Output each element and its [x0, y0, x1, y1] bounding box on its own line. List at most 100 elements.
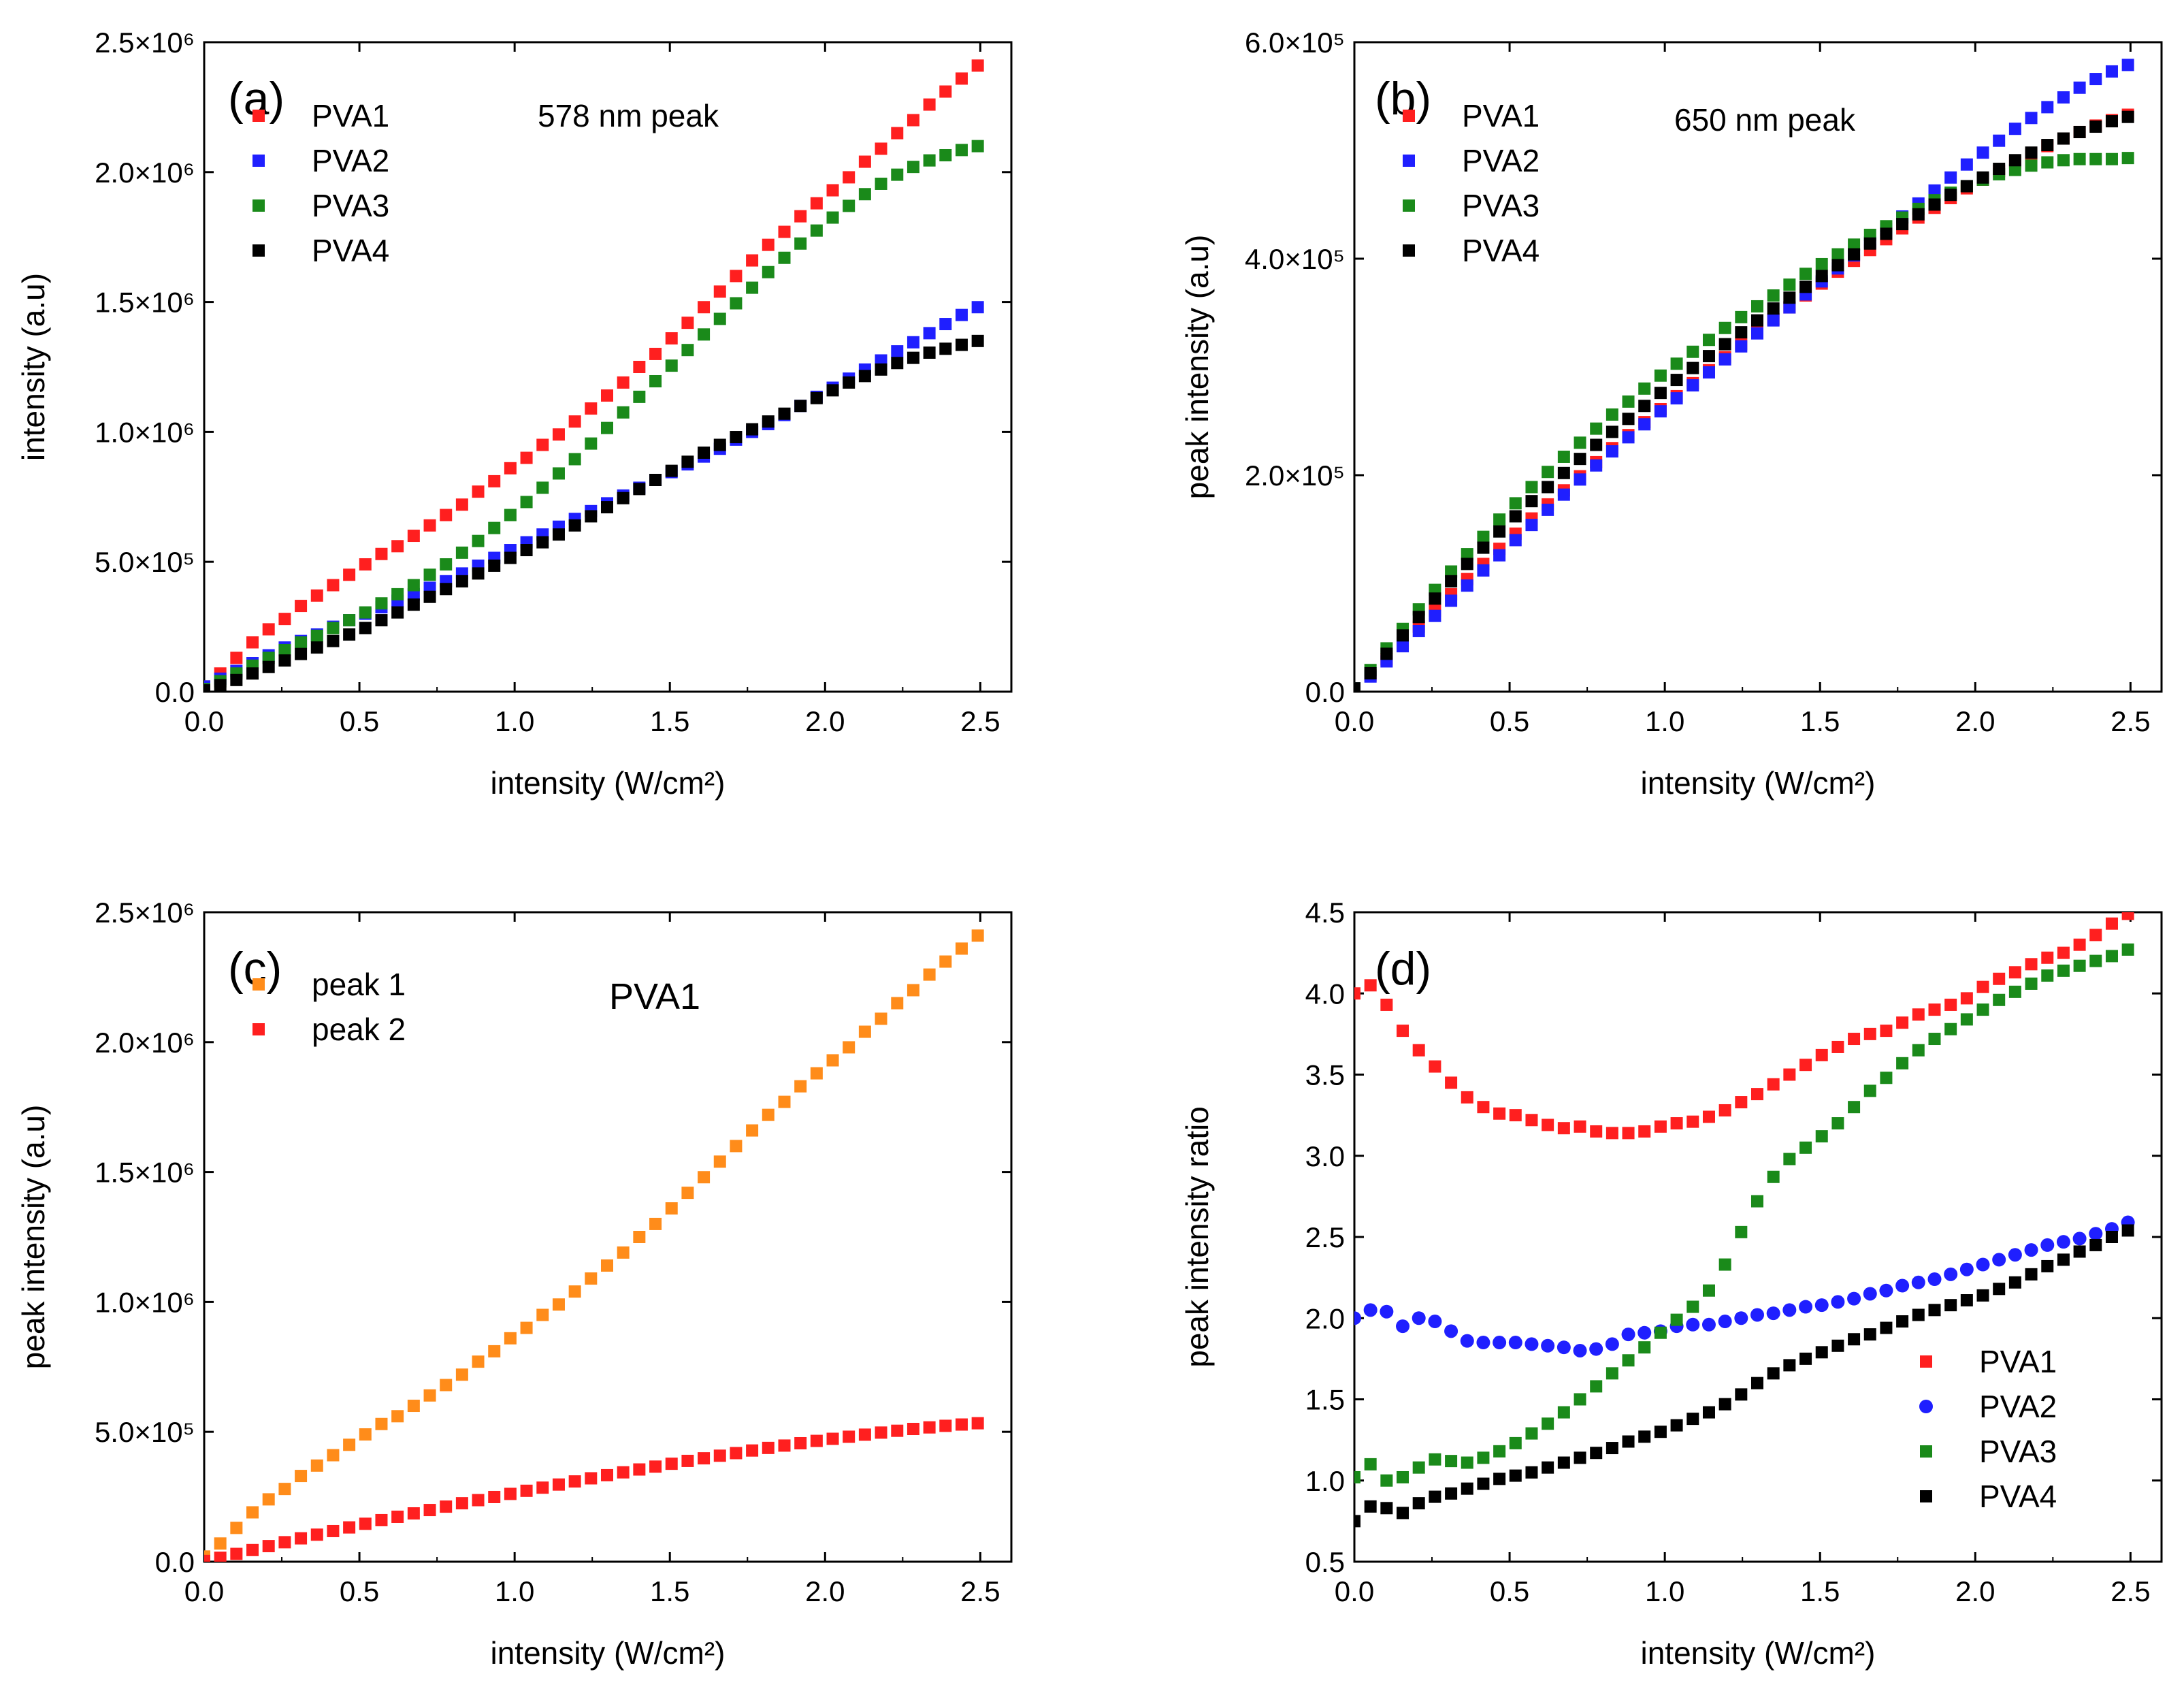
point-pva4: [375, 614, 388, 627]
point-pva1: [262, 623, 275, 636]
point-pva3: [1525, 481, 1538, 494]
point-pva3: [1638, 382, 1651, 395]
point-pva4: [1960, 180, 1973, 193]
point-pva4: [891, 357, 904, 370]
point-peak-1: [552, 1298, 565, 1311]
point-pva2: [1718, 1315, 1732, 1329]
y-tick-label: 1.0×10⁶: [95, 416, 195, 448]
point-pva3: [1477, 530, 1490, 543]
point-pva2: [1944, 171, 1957, 184]
x-tick-label: 0.5: [340, 1575, 379, 1607]
point-pva2: [1428, 1315, 1442, 1329]
point-peak-1: [713, 1155, 726, 1168]
point-pva3: [1622, 395, 1635, 408]
point-peak-2: [423, 1504, 436, 1517]
point-pva1: [1574, 1120, 1586, 1133]
point-peak-2: [568, 1475, 581, 1488]
point-peak-2: [488, 1490, 501, 1503]
point-pva1: [923, 98, 936, 111]
point-peak-2: [923, 1421, 936, 1434]
point-pva4: [440, 583, 453, 596]
point-pva3: [891, 168, 904, 181]
point-peak-1: [698, 1171, 711, 1184]
legend-marker: [252, 110, 265, 122]
point-pva3: [568, 453, 581, 466]
point-pva4: [1590, 438, 1603, 451]
point-pva3: [923, 154, 936, 167]
point-peak-1: [810, 1067, 823, 1080]
point-pva1: [2057, 946, 2070, 959]
x-tick-label: 2.0: [1955, 1575, 1995, 1607]
point-pva4: [2089, 1238, 2102, 1251]
point-pva4: [1735, 1388, 1748, 1401]
panel-annotation: 650 nm peak: [1674, 102, 1856, 138]
point-peak-2: [600, 1468, 613, 1481]
point-pva3: [1863, 1084, 1876, 1097]
point-pva1: [1960, 992, 1973, 1005]
point-peak-1: [375, 1417, 388, 1430]
point-pva4: [1542, 481, 1554, 494]
point-pva4: [1702, 350, 1715, 363]
legend-marker: [1403, 155, 1415, 167]
point-pva2: [1397, 640, 1409, 653]
point-pva2: [1750, 1308, 1764, 1322]
legend: PVA1 PVA2 PVA3 PVA4: [1919, 1344, 2057, 1514]
point-pva4: [1863, 237, 1876, 250]
point-pva2: [1461, 579, 1473, 592]
point-peak-1: [214, 1537, 227, 1550]
point-pva3: [1380, 1474, 1393, 1487]
point-peak-2: [520, 1484, 533, 1497]
y-tick-label: 0.0: [155, 1546, 195, 1578]
point-pva3: [1993, 993, 2006, 1006]
point-pva4: [1622, 413, 1635, 425]
point-pva4: [1380, 647, 1393, 660]
point-pva1: [585, 402, 598, 415]
panel-annotation: 578 nm peak: [538, 98, 719, 133]
point-pva2: [1557, 488, 1570, 501]
x-tick-label: 2.5: [2110, 705, 2150, 737]
point-pva1: [971, 59, 984, 72]
point-pva3: [520, 496, 533, 509]
legend: PVA1 PVA2 PVA3 PVA4: [1403, 98, 1539, 268]
point-pva2: [1493, 549, 1506, 562]
point-pva1: [327, 579, 340, 592]
point-pva1: [730, 270, 743, 283]
point-pva4: [536, 536, 549, 549]
point-pva1: [391, 540, 404, 553]
legend-marker: [252, 199, 265, 212]
point-pva2: [1895, 1278, 1910, 1293]
point-pva4: [488, 559, 501, 572]
point-pva3: [1767, 1170, 1780, 1183]
point-peak-2: [794, 1436, 807, 1449]
chart-panel-2: 0.0 0.5 1.0 1.5 2.0 2.5 0.0 2.0×10⁵ 4.0×10⁵ 6.0×1…: [1179, 27, 2163, 801]
point-pva1: [698, 301, 711, 314]
point-pva4: [262, 660, 275, 673]
y-tick-label: 2.0×10⁶: [95, 157, 195, 189]
x-tick-label: 2.0: [1955, 705, 1995, 737]
point-pva3: [1638, 1341, 1651, 1354]
point-pva4: [2041, 139, 2054, 152]
point-peak-2: [504, 1487, 517, 1500]
y-tick-label: 5.0×10⁵: [95, 1416, 195, 1448]
y-tick-label: 4.0: [1305, 978, 1345, 1010]
x-tick-label: 2.5: [960, 705, 1000, 737]
point-pva2: [1783, 301, 1796, 314]
point-pva3: [1815, 1130, 1828, 1143]
point-pva4: [875, 363, 887, 376]
x-axis-label: intensity (W/cm²): [491, 765, 726, 801]
point-pva4: [923, 347, 936, 359]
point-pva4: [1735, 326, 1748, 339]
point-pva2: [2089, 73, 2102, 86]
point-pva1: [1429, 1060, 1441, 1073]
point-pva4: [1670, 374, 1683, 387]
point-pva4: [858, 370, 871, 383]
point-peak-2: [698, 1452, 711, 1465]
point-peak-2: [278, 1536, 291, 1549]
point-pva1: [1638, 1125, 1651, 1138]
point-pva3: [665, 359, 678, 372]
point-peak-1: [295, 1470, 308, 1483]
y-tick-label: 0.5: [1305, 1546, 1345, 1578]
point-pva4: [343, 628, 356, 641]
chart-panel-4: 0.0 0.5 1.0 1.5 2.0 2.50.51.01.52.02.53.03.54…: [1179, 897, 2163, 1671]
point-pva3: [1412, 1461, 1425, 1474]
